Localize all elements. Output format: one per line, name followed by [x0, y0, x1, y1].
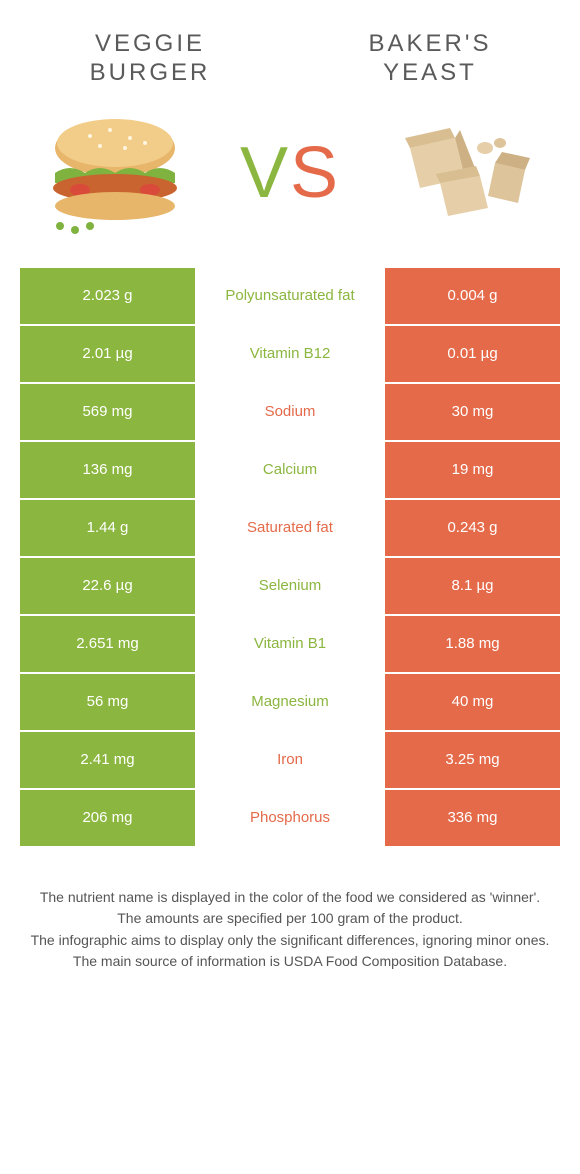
- table-row: 1.44 gSaturated fat0.243 g: [20, 500, 560, 556]
- right-value-cell: 19 mg: [385, 442, 560, 498]
- nutrient-label-cell: Vitamin B12: [195, 326, 385, 382]
- vs-label: VS: [240, 132, 340, 214]
- nutrient-label-cell: Magnesium: [195, 674, 385, 730]
- left-value-cell: 56 mg: [20, 674, 195, 730]
- table-row: 22.6 µgSelenium8.1 µg: [20, 558, 560, 614]
- veggie-burger-image: [30, 108, 200, 238]
- left-value-cell: 206 mg: [20, 790, 195, 846]
- nutrient-label-cell: Iron: [195, 732, 385, 788]
- nutrient-label-cell: Vitamin B1: [195, 616, 385, 672]
- footer-line-1: The nutrient name is displayed in the co…: [30, 888, 550, 908]
- left-value-cell: 22.6 µg: [20, 558, 195, 614]
- table-row: 136 mgCalcium19 mg: [20, 442, 560, 498]
- right-value-cell: 8.1 µg: [385, 558, 560, 614]
- comparison-table: 2.023 gPolyunsaturated fat0.004 g2.01 µg…: [20, 268, 560, 846]
- left-value-cell: 2.651 mg: [20, 616, 195, 672]
- table-row: 2.01 µgVitamin B120.01 µg: [20, 326, 560, 382]
- vs-letter-s: S: [290, 133, 340, 213]
- footer-line-4: The main source of information is USDA F…: [30, 952, 550, 972]
- nutrient-label-cell: Polyunsaturated fat: [195, 268, 385, 324]
- right-value-cell: 0.243 g: [385, 500, 560, 556]
- left-value-cell: 1.44 g: [20, 500, 195, 556]
- left-value-cell: 569 mg: [20, 384, 195, 440]
- right-food-title: BAKER'S YEAST: [330, 30, 530, 88]
- table-row: 569 mgSodium30 mg: [20, 384, 560, 440]
- images-row: VS: [0, 98, 580, 258]
- right-value-cell: 0.01 µg: [385, 326, 560, 382]
- right-value-cell: 40 mg: [385, 674, 560, 730]
- nutrient-label-cell: Phosphorus: [195, 790, 385, 846]
- table-row: 56 mgMagnesium40 mg: [20, 674, 560, 730]
- right-value-cell: 1.88 mg: [385, 616, 560, 672]
- left-value-cell: 136 mg: [20, 442, 195, 498]
- right-value-cell: 336 mg: [385, 790, 560, 846]
- right-value-cell: 3.25 mg: [385, 732, 560, 788]
- nutrient-label-cell: Sodium: [195, 384, 385, 440]
- footer-line-3: The infographic aims to display only the…: [30, 931, 550, 951]
- table-row: 2.023 gPolyunsaturated fat0.004 g: [20, 268, 560, 324]
- nutrient-label-cell: Selenium: [195, 558, 385, 614]
- left-value-cell: 2.023 g: [20, 268, 195, 324]
- bakers-yeast-image: [380, 108, 550, 238]
- table-row: 206 mgPhosphorus336 mg: [20, 790, 560, 846]
- vs-letter-v: V: [240, 133, 290, 213]
- left-food-title: VEGGIE BURGER: [50, 30, 250, 88]
- footer-line-2: The amounts are specified per 100 gram o…: [30, 909, 550, 929]
- table-row: 2.651 mgVitamin B11.88 mg: [20, 616, 560, 672]
- table-row: 2.41 mgIron3.25 mg: [20, 732, 560, 788]
- footer-notes: The nutrient name is displayed in the co…: [0, 848, 580, 972]
- left-value-cell: 2.01 µg: [20, 326, 195, 382]
- titles-row: VEGGIE BURGER BAKER'S YEAST: [0, 0, 580, 98]
- right-value-cell: 30 mg: [385, 384, 560, 440]
- right-value-cell: 0.004 g: [385, 268, 560, 324]
- left-value-cell: 2.41 mg: [20, 732, 195, 788]
- nutrient-label-cell: Saturated fat: [195, 500, 385, 556]
- nutrient-label-cell: Calcium: [195, 442, 385, 498]
